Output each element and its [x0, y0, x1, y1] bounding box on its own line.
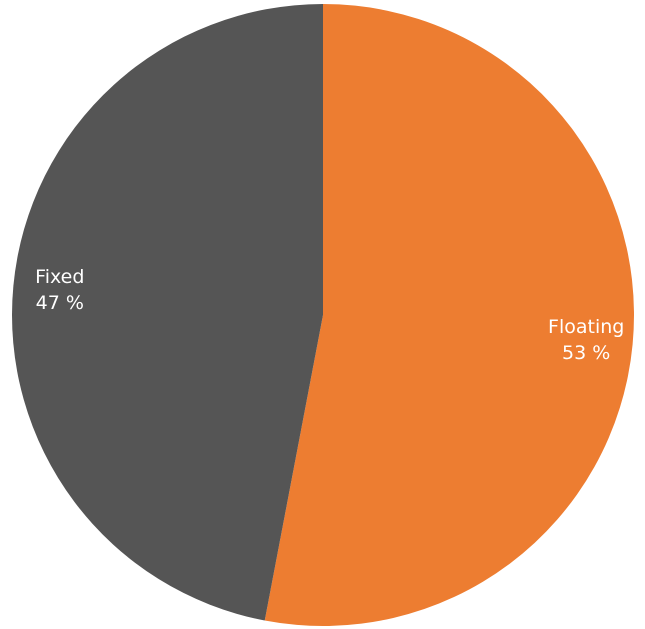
pie-slice-floating [264, 4, 635, 626]
slices-layer [12, 4, 635, 626]
pie-slice-fixed [12, 4, 323, 621]
slice-value-fixed: 47 % [36, 292, 84, 314]
slice-label-floating: Floating [548, 316, 624, 338]
slice-value-floating: 53 % [562, 342, 610, 364]
labels-layer: Floating 53 % Fixed 47 % [35, 266, 624, 364]
slice-label-fixed: Fixed [35, 266, 84, 288]
